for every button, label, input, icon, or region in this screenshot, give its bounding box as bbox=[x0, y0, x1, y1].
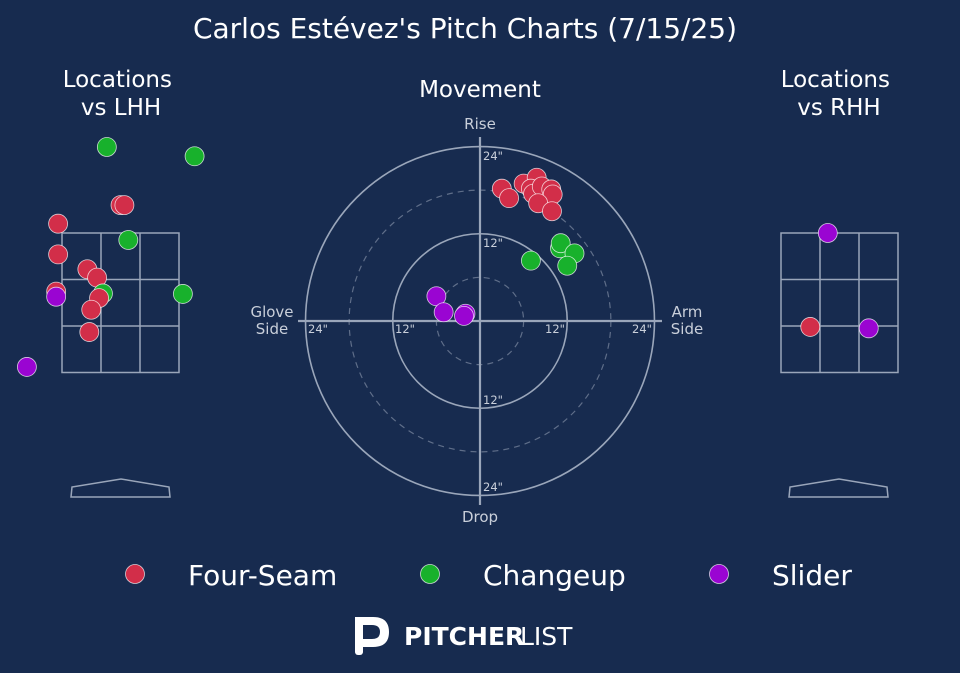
pitch-point-four-seam bbox=[48, 213, 68, 234]
rhh-home-plate bbox=[788, 478, 889, 498]
pitch-point-slider bbox=[433, 302, 454, 323]
pitch-point-slider bbox=[454, 306, 474, 326]
pitch-point-slider bbox=[46, 286, 67, 307]
zone-border bbox=[780, 232, 899, 374]
pitch-point-changeup bbox=[172, 284, 193, 304]
ring-label: 12" bbox=[483, 393, 503, 407]
chart-title: Carlos Estévez's Pitch Charts (7/15/25) bbox=[193, 12, 737, 45]
brand-word-light: LIST bbox=[520, 622, 573, 651]
lhh-title: Locations vs LHH bbox=[63, 67, 180, 121]
ring-label: 24" bbox=[632, 322, 652, 336]
axis-label-glove-side: Glove bbox=[250, 303, 293, 321]
legend-marker-four-seam bbox=[125, 564, 145, 584]
legend-label-slider: Slider bbox=[772, 559, 852, 592]
axis-label-arm-side: Arm bbox=[672, 303, 703, 321]
legend-marker-changeup bbox=[420, 564, 440, 584]
axis-label-glove-side: Side bbox=[256, 320, 288, 338]
pitch-point-changeup bbox=[550, 233, 571, 254]
pitch-point-four-seam bbox=[499, 188, 519, 209]
pitch-point-changeup bbox=[96, 137, 117, 157]
ring-label: 12" bbox=[395, 322, 415, 336]
axis-label-rise: Rise bbox=[464, 115, 496, 133]
pitcherlist-logo-mark bbox=[355, 617, 389, 655]
lhh-strike-zone bbox=[61, 232, 180, 374]
legend-label-changeup: Changeup bbox=[483, 559, 626, 592]
pitch-point-changeup bbox=[184, 146, 205, 167]
legend: Four-Seam Changeup Slider bbox=[125, 559, 852, 592]
movement-points bbox=[426, 167, 585, 326]
pitch-point-four-seam bbox=[81, 299, 102, 320]
legend-marker-slider bbox=[709, 564, 729, 584]
lhh-home-plate bbox=[70, 478, 171, 498]
movement-panel: Movement 24" 12" 12" 24" 12" 24" 12" 24" Rise Dro… bbox=[250, 77, 703, 526]
locations-vs-rhh-panel: Locations vs RHH bbox=[780, 67, 899, 498]
pitch-point-four-seam bbox=[48, 244, 68, 265]
ring-label: 12" bbox=[545, 322, 565, 336]
rhh-title: Locations vs RHH bbox=[781, 67, 898, 121]
pitch-point-changeup bbox=[520, 250, 541, 271]
brand-word-bold: PITCHER bbox=[404, 622, 524, 651]
pitch-point-changeup bbox=[118, 230, 139, 250]
pitch-point-changeup bbox=[557, 255, 578, 276]
ring-label: 24" bbox=[483, 149, 503, 163]
rhh-title-line-1: Locations bbox=[781, 67, 890, 93]
ring-label: 24" bbox=[483, 480, 503, 494]
pitch-point-slider bbox=[817, 223, 838, 243]
lhh-title-line-1: Locations bbox=[63, 67, 172, 93]
lhh-points bbox=[16, 137, 205, 377]
pitch-point-slider bbox=[858, 318, 879, 339]
movement-grid: 24"12"12" 24"12"24"12"24"RiseDropGloveSid… bbox=[250, 115, 703, 526]
pitch-point-four-seam bbox=[114, 195, 135, 216]
ring-label: 24" bbox=[308, 322, 328, 336]
legend-label-four-seam: Four-Seam bbox=[188, 559, 337, 592]
lhh-title-line-2: vs LHH bbox=[81, 95, 161, 121]
movement-title: Movement bbox=[419, 77, 541, 103]
ring-label: 12" bbox=[483, 236, 503, 250]
zone-border bbox=[61, 232, 180, 374]
rhh-strike-zone bbox=[780, 232, 899, 374]
pitch-point-four-seam bbox=[800, 317, 821, 337]
rhh-points bbox=[800, 223, 879, 339]
axis-label-drop: Drop bbox=[462, 508, 498, 526]
pitch-point-four-seam bbox=[542, 201, 562, 222]
pitch-point-slider bbox=[16, 357, 37, 377]
pitcherlist-logo: PITCHER LIST bbox=[355, 617, 573, 655]
pitch-point-four-seam bbox=[79, 322, 100, 342]
rhh-title-line-2: vs RHH bbox=[797, 95, 880, 121]
locations-vs-lhh-panel: Locations vs LHH bbox=[16, 67, 205, 498]
axis-label-arm-side: Side bbox=[671, 320, 703, 338]
